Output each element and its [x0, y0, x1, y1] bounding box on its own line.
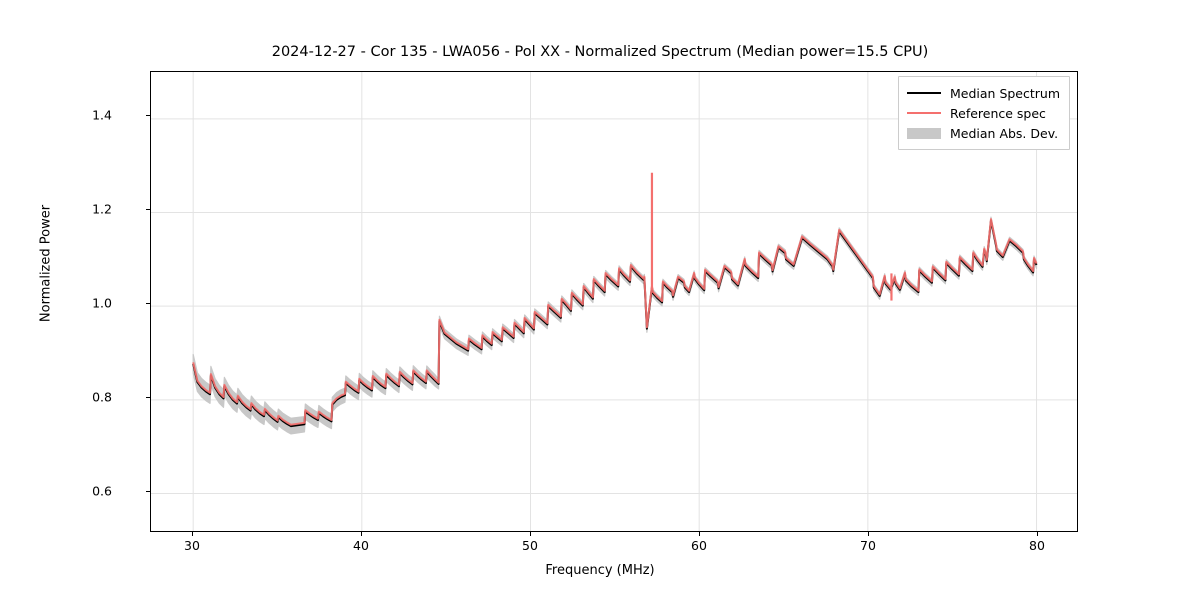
- legend-patch-icon: [907, 126, 941, 140]
- x-tick-mark: [192, 532, 193, 536]
- y-tick-mark: [146, 397, 150, 398]
- legend: Median Spectrum Reference spec Median Ab…: [898, 76, 1071, 150]
- x-tick-mark: [361, 532, 362, 536]
- legend-line-icon: [907, 86, 941, 100]
- y-tick-label-2: 1.0: [92, 295, 112, 311]
- x-tick-label-5: 80: [1029, 538, 1045, 553]
- x-axis-label: Frequency (MHz): [545, 563, 655, 578]
- x-tick-mark: [868, 532, 869, 536]
- legend-label: Median Abs. Dev.: [950, 125, 1059, 141]
- legend-item-median-spectrum: Median Spectrum: [907, 83, 1060, 103]
- legend-item-reference-spec: Reference spec: [907, 103, 1060, 123]
- x-tick-mark: [699, 532, 700, 536]
- y-tick-label-1: 0.8: [92, 389, 112, 405]
- spectrum-traces: [192, 172, 1038, 435]
- x-tick-label-4: 70: [860, 538, 876, 553]
- y-tick-label-3: 1.2: [92, 201, 112, 217]
- y-tick-mark: [146, 303, 150, 304]
- y-tick-mark: [146, 209, 150, 210]
- y-tick-label-4: 1.4: [92, 107, 112, 123]
- y-tick-mark: [146, 491, 150, 492]
- chart-title: 2024-12-27 - Cor 135 - LWA056 - Pol XX -…: [271, 44, 929, 60]
- x-tick-label-0: 30: [184, 538, 200, 553]
- y-tick-label-0: 0.6: [92, 483, 112, 499]
- legend-label: Median Spectrum: [950, 85, 1061, 101]
- legend-item-median-abs-dev: Median Abs. Dev.: [907, 123, 1060, 143]
- legend-label: Reference spec: [950, 105, 1046, 121]
- legend-line-icon: [907, 106, 941, 120]
- x-tick-mark: [1037, 532, 1038, 536]
- y-tick-mark: [146, 115, 150, 116]
- y-axis-label: Normalized Power: [38, 204, 54, 323]
- x-tick-mark: [530, 532, 531, 536]
- x-tick-label-1: 40: [353, 538, 369, 553]
- x-tick-label-2: 50: [522, 538, 538, 553]
- x-tick-label-3: 60: [691, 538, 707, 553]
